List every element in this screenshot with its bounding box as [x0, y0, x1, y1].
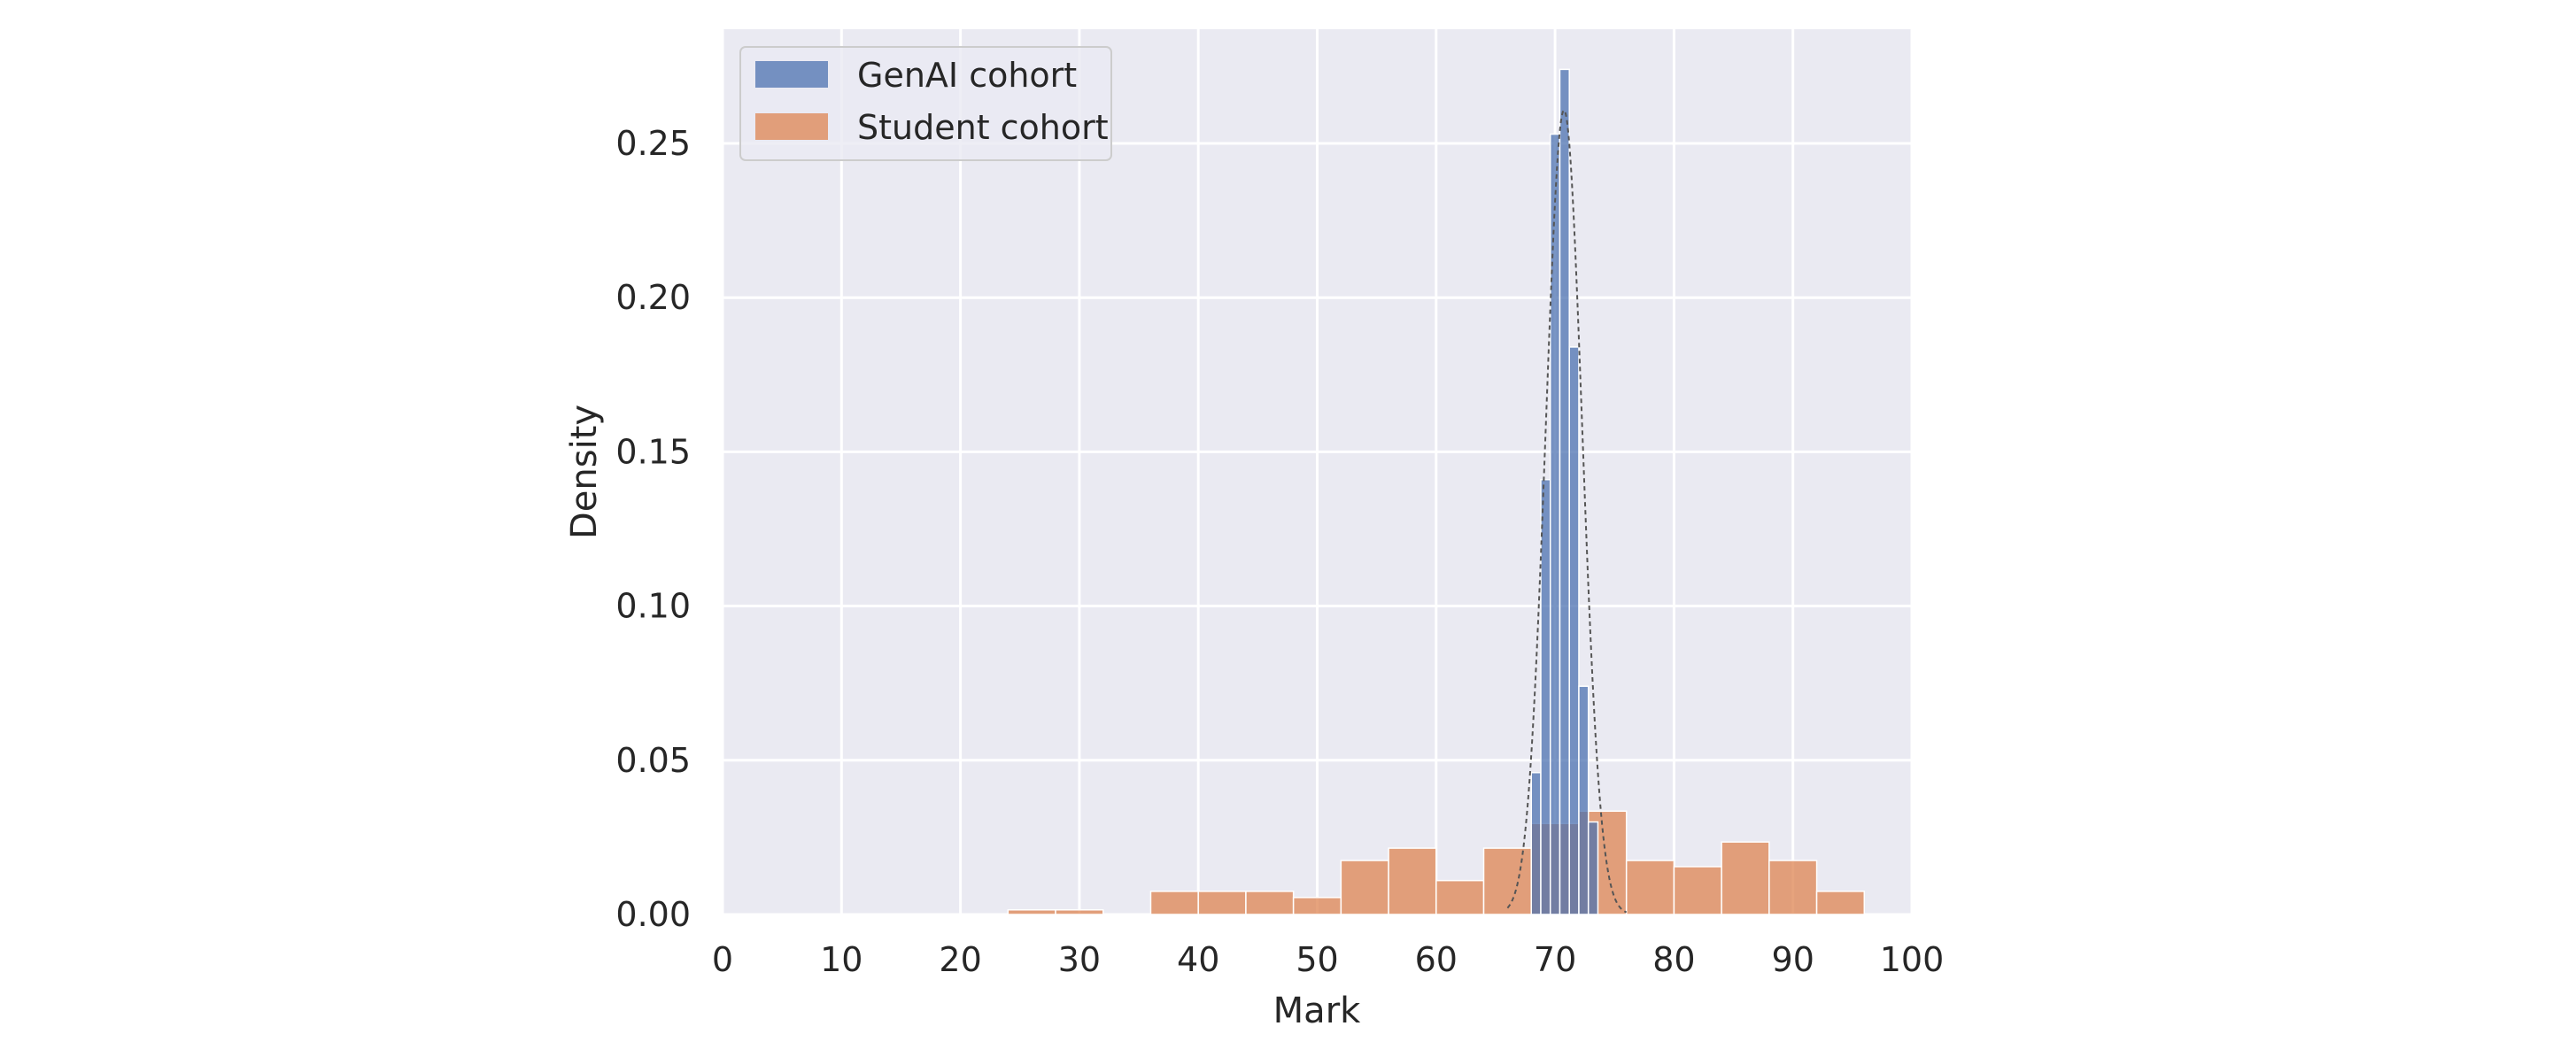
legend-swatch-student	[755, 113, 828, 140]
y-tick-label: 0.20	[615, 278, 691, 317]
student-bar	[1197, 891, 1247, 915]
legend-label-student: Student cohort	[857, 108, 1109, 147]
x-tick-label: 0	[712, 940, 733, 979]
y-axis-ticks: 0.00 0.05 0.10 0.15 0.20 0.25	[615, 124, 691, 934]
student-bar	[1435, 879, 1485, 915]
student-bar	[1721, 841, 1770, 915]
legend-swatch-genai	[755, 61, 828, 88]
student-bar	[1340, 860, 1389, 915]
student-bar	[1768, 860, 1818, 915]
student-bar	[1815, 891, 1866, 915]
genai-cohort-bars	[1530, 68, 1599, 915]
x-tick-label: 10	[820, 940, 863, 979]
student-bar	[1149, 891, 1199, 915]
genai-bar	[1549, 133, 1561, 915]
y-tick-label: 0.10	[615, 587, 691, 626]
legend: GenAI cohort Student cohort	[739, 46, 1112, 161]
y-tick-label: 0.15	[615, 432, 691, 471]
legend-box	[739, 46, 1112, 161]
x-axis-label: Mark	[1273, 991, 1361, 1031]
genai-bar	[1559, 68, 1570, 915]
student-bar	[1625, 860, 1675, 915]
x-tick-label: 70	[1534, 940, 1576, 979]
x-tick-label: 80	[1652, 940, 1695, 979]
x-tick-label: 40	[1177, 940, 1219, 979]
y-tick-label: 0.00	[615, 895, 691, 934]
student-bar	[1292, 897, 1342, 915]
student-bar	[1055, 909, 1104, 915]
legend-label-genai: GenAI cohort	[857, 56, 1077, 95]
genai-bar	[1578, 685, 1590, 915]
student-bar	[1007, 909, 1056, 915]
x-tick-label: 60	[1415, 940, 1458, 979]
y-tick-label: 0.05	[615, 741, 691, 780]
y-axis-label: Density	[564, 405, 605, 539]
x-tick-label: 30	[1058, 940, 1101, 979]
x-tick-label: 20	[939, 940, 981, 979]
student-bar	[1673, 866, 1722, 915]
x-tick-label: 100	[1880, 940, 1945, 979]
genai-bar	[1530, 771, 1542, 915]
genai-bar	[1587, 821, 1599, 915]
y-tick-label: 0.25	[615, 124, 691, 163]
student-bar	[1245, 891, 1295, 915]
genai-fit-curve	[1506, 109, 1628, 914]
x-axis-ticks: 0 10 20 30 40 50 60 70 80 90 100	[712, 940, 1944, 979]
student-bar	[1388, 847, 1437, 915]
genai-bar	[1568, 346, 1580, 915]
student-bar	[1482, 847, 1532, 915]
student-cohort-bars	[1007, 810, 1866, 915]
x-tick-label: 90	[1772, 940, 1814, 979]
x-tick-label: 50	[1296, 940, 1338, 979]
genai-bar	[1540, 479, 1551, 915]
